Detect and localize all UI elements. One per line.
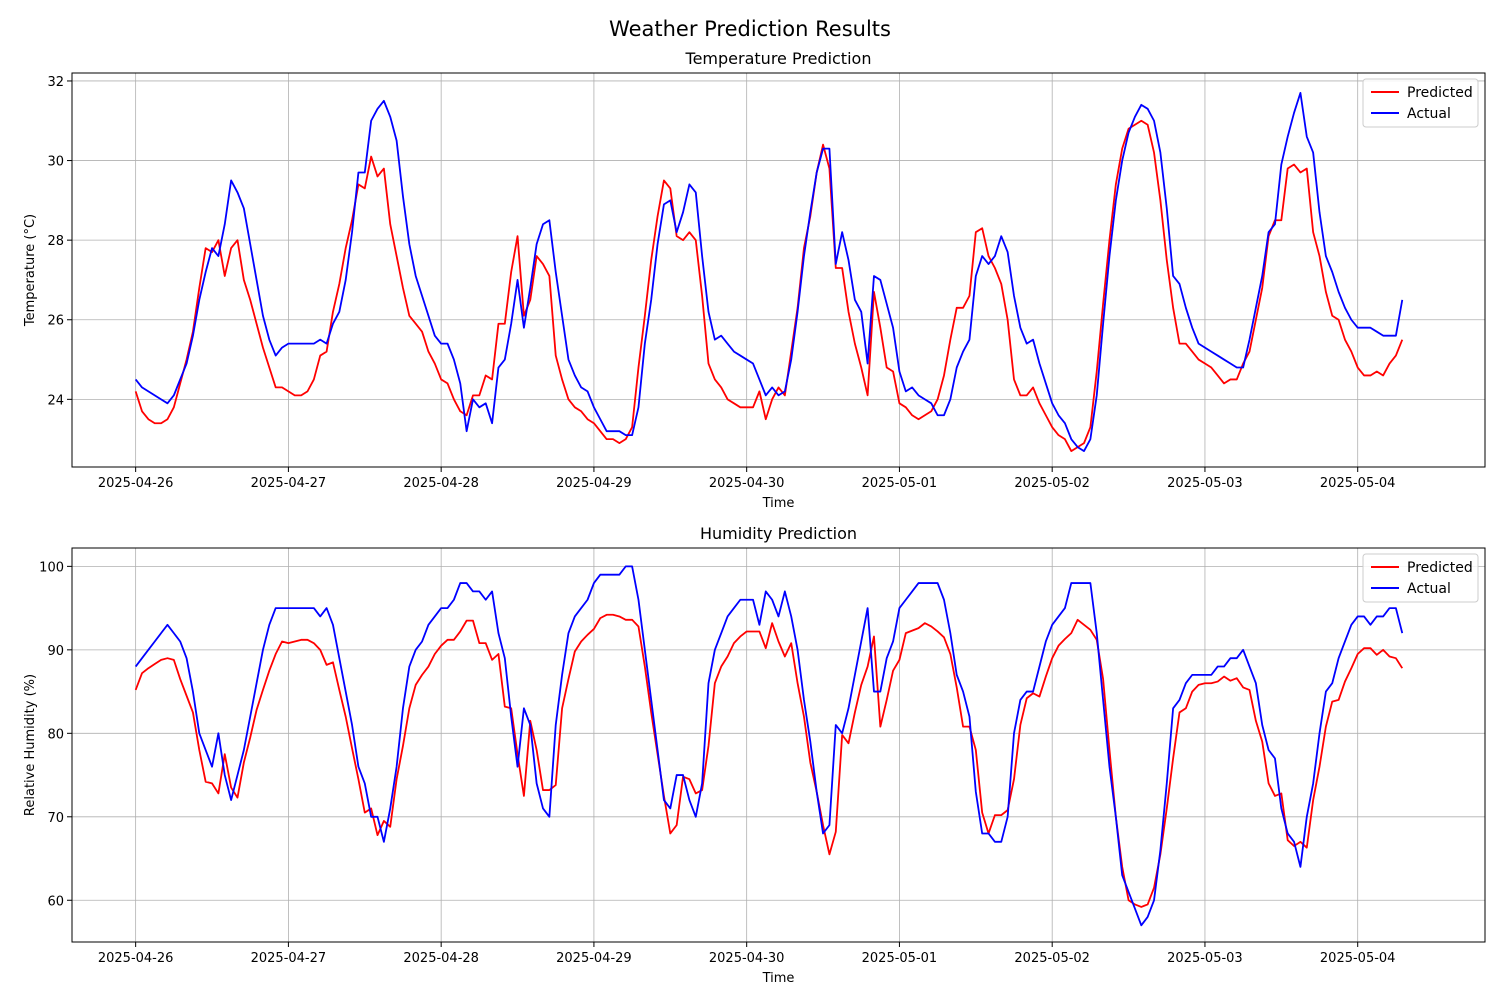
y-axis-label: Relative Humidity (%) — [23, 674, 38, 816]
chart-title: Temperature Prediction — [685, 49, 872, 68]
chart-title: Humidity Prediction — [700, 524, 857, 543]
legend: Predicted Actual — [1362, 553, 1479, 603]
legend-label-predicted: Predicted — [1407, 560, 1473, 576]
y-tick-label: 80 — [47, 727, 64, 742]
y-tick-label: 60 — [47, 894, 64, 909]
x-tick-label: 2025-04-29 — [556, 951, 632, 966]
x-tick-label: 2025-05-02 — [1014, 951, 1090, 966]
y-tick-label: 32 — [47, 75, 64, 90]
plots-container: 2025-04-26 2025-04-27 2025-04-28 2025-04-29… — [23, 49, 1486, 986]
y-axis-label: Temperature (°C) — [23, 214, 38, 327]
legend-label-predicted: Predicted — [1407, 85, 1473, 101]
y-tick-label: 24 — [47, 393, 64, 408]
x-tick-label: 2025-05-03 — [1167, 951, 1243, 966]
x-tick-label: 2025-04-27 — [251, 476, 327, 491]
x-tick-label: 2025-05-01 — [862, 951, 938, 966]
y-tick-label: 70 — [47, 811, 64, 826]
y-tick-label: 100 — [39, 560, 64, 575]
x-tick-label: 2025-04-28 — [403, 476, 479, 491]
x-tick-label: 2025-04-28 — [403, 951, 479, 966]
x-tick-label: 2025-04-27 — [251, 951, 327, 966]
x-tick-label: 2025-04-30 — [709, 951, 785, 966]
plot-frame — [71, 72, 1486, 468]
y-tick-label: 28 — [47, 234, 64, 249]
x-tick-label: 2025-05-03 — [1167, 476, 1243, 491]
legend-label-actual: Actual — [1407, 581, 1451, 597]
x-tick-label: 2025-04-26 — [98, 476, 174, 491]
chart-2: 2025-04-26 2025-04-27 2025-04-28 2025-04-29… — [23, 524, 1486, 986]
x-tick-label: 2025-05-04 — [1320, 476, 1396, 491]
x-axis-label: Time — [762, 971, 795, 986]
figure-title: Weather Prediction Results — [609, 17, 891, 41]
series-line-actual — [134, 565, 1404, 927]
x-axis-label: Time — [762, 496, 795, 511]
legend: Predicted Actual — [1362, 78, 1479, 128]
series-line-actual — [134, 92, 1404, 452]
y-tick-label: 90 — [47, 644, 64, 659]
x-tick-label: 2025-04-30 — [709, 476, 785, 491]
x-tick-label: 2025-05-04 — [1320, 951, 1396, 966]
legend-label-actual: Actual — [1407, 106, 1451, 122]
x-tick-label: 2025-05-02 — [1014, 476, 1090, 491]
y-tick-label: 30 — [47, 155, 64, 170]
chart-1: 2025-04-26 2025-04-27 2025-04-28 2025-04-29… — [23, 49, 1486, 511]
series-line-predicted — [134, 613, 1404, 908]
x-tick-label: 2025-05-01 — [862, 476, 938, 491]
x-tick-label: 2025-04-26 — [98, 951, 174, 966]
plot-frame — [71, 547, 1486, 943]
x-tick-label: 2025-04-29 — [556, 476, 632, 491]
series-line-predicted — [134, 119, 1404, 452]
y-tick-label: 26 — [47, 314, 64, 329]
